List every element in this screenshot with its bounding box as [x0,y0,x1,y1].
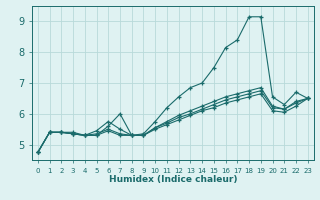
X-axis label: Humidex (Indice chaleur): Humidex (Indice chaleur) [108,175,237,184]
